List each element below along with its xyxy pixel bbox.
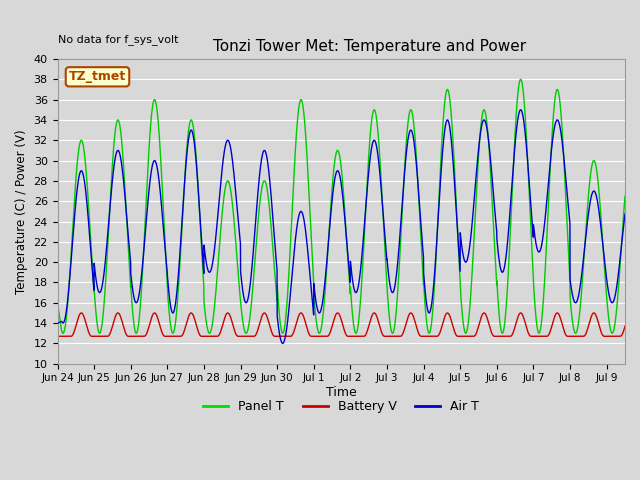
Y-axis label: Temperature (C) / Power (V): Temperature (C) / Power (V) <box>15 129 28 294</box>
Title: Tonzi Tower Met: Temperature and Power: Tonzi Tower Met: Temperature and Power <box>213 38 526 54</box>
Text: No data for f_sys_volt: No data for f_sys_volt <box>58 35 178 46</box>
Text: TZ_tmet: TZ_tmet <box>69 70 126 84</box>
X-axis label: Time: Time <box>326 386 356 399</box>
Legend: Panel T, Battery V, Air T: Panel T, Battery V, Air T <box>198 396 484 419</box>
